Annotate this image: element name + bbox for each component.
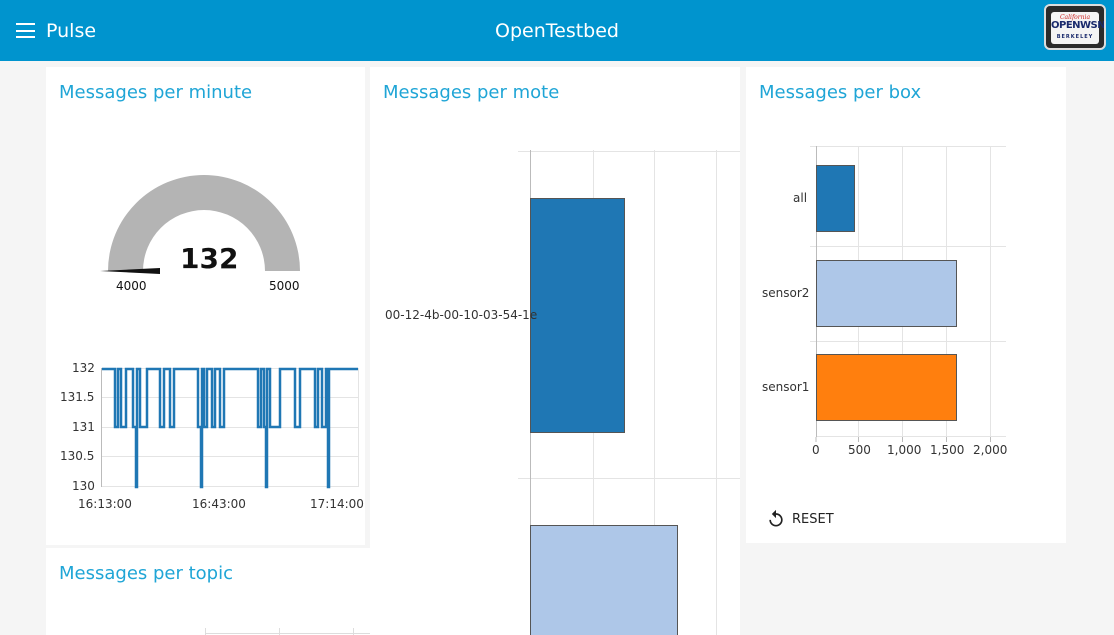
page-title: OpenTestbed [495, 20, 619, 42]
box-bar-all [816, 165, 855, 232]
box-x-tick: 500 [848, 443, 871, 457]
trend-x-tick: 17:14:00 [310, 497, 364, 511]
mote-bar-label: 00-12-4b-00-10-03-54-1e [385, 308, 538, 322]
trend-x-tick: 16:43:00 [192, 497, 246, 511]
menu-icon[interactable] [16, 23, 35, 38]
box-x-tick: 2,000 [973, 443, 1008, 457]
mote-bar [530, 198, 625, 433]
trend-y-tick: 130.5 [60, 449, 95, 463]
card-title: Messages per topic [59, 563, 234, 584]
box-category-label: sensor1 [762, 380, 810, 394]
reset-button[interactable]: RESET [766, 506, 834, 532]
messages-per-box-chart [810, 146, 1006, 442]
gauge-min-label: 4000 [116, 279, 147, 293]
box-x-tick: 1,000 [887, 443, 922, 457]
box-bar-sensor2 [816, 260, 957, 327]
gauge-value: 132 [180, 242, 239, 275]
openwsn-logo: California OPENWSN BERKELEY [1044, 4, 1106, 50]
reset-label: RESET [792, 511, 834, 527]
top-bar: Pulse OpenTestbed California OPENWSN BER… [0, 0, 1114, 61]
box-category-label: sensor2 [762, 286, 810, 300]
trend-y-tick: 132 [72, 361, 95, 375]
gauge [100, 175, 300, 274]
app-name: Pulse [46, 20, 97, 42]
trend-y-tick: 131.5 [60, 390, 95, 404]
gauge-needle [100, 268, 160, 274]
card-title: Messages per minute [59, 82, 253, 103]
box-category-label: all [793, 191, 808, 205]
box-x-tick: 1,500 [930, 443, 965, 457]
card-title: Messages per mote [383, 82, 560, 103]
mote-bar [530, 525, 678, 635]
messages-per-mote-chart [518, 150, 740, 635]
trend-x-tick: 16:13:00 [78, 497, 132, 511]
trend-line [102, 367, 358, 489]
trend-y-tick: 131 [72, 420, 95, 434]
box-bar-sensor1 [816, 354, 957, 421]
messages-per-minute-card: Messages per minute [46, 67, 365, 545]
messages-trend-chart [101, 367, 359, 489]
card-title: Messages per box [759, 82, 922, 103]
box-x-tick: 0 [812, 443, 820, 457]
gauge-max-label: 5000 [269, 279, 300, 293]
trend-y-tick: 130 [72, 479, 95, 493]
reset-icon [769, 509, 783, 527]
